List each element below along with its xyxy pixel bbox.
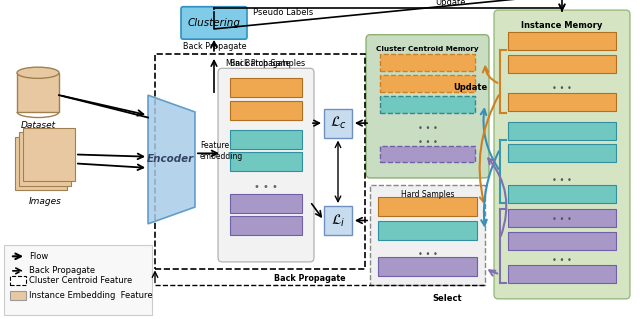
FancyBboxPatch shape <box>181 7 247 39</box>
Text: Feature
embedding: Feature embedding <box>200 141 243 161</box>
Text: • • •: • • • <box>417 124 437 133</box>
Text: • • •: • • • <box>552 215 572 224</box>
Text: • • •: • • • <box>254 182 278 192</box>
Text: • • •: • • • <box>552 256 572 265</box>
Bar <box>17 73 59 112</box>
Bar <box>19 132 71 186</box>
Bar <box>230 152 302 171</box>
Text: Update: Update <box>454 83 488 92</box>
Bar <box>508 122 616 140</box>
Text: Encoder: Encoder <box>147 154 194 164</box>
Bar <box>15 137 67 190</box>
Bar <box>508 93 616 111</box>
Bar <box>230 78 302 97</box>
Text: Instance Embedding  Feature: Instance Embedding Feature <box>29 291 152 300</box>
Text: Back Propagate: Back Propagate <box>230 59 290 68</box>
Bar <box>4 245 152 315</box>
Text: Clustering: Clustering <box>188 18 241 28</box>
Bar <box>380 54 475 70</box>
Bar <box>10 291 26 300</box>
Text: Pseudo Labels: Pseudo Labels <box>253 8 313 17</box>
Text: Back Propagate: Back Propagate <box>183 42 247 51</box>
Bar <box>378 197 477 216</box>
Text: Cluster Centroid Memory: Cluster Centroid Memory <box>376 46 479 52</box>
Bar <box>230 130 302 149</box>
Bar <box>10 277 26 286</box>
Ellipse shape <box>17 67 59 78</box>
Bar <box>508 265 616 283</box>
Bar <box>230 101 302 120</box>
Text: Back Propagate: Back Propagate <box>29 266 95 275</box>
Text: Hard Samples: Hard Samples <box>401 190 454 199</box>
Text: Update: Update <box>435 0 465 7</box>
Bar <box>508 55 616 73</box>
FancyBboxPatch shape <box>218 68 314 262</box>
Text: $\mathcal{L}_c$: $\mathcal{L}_c$ <box>330 115 346 131</box>
Bar <box>324 206 352 235</box>
Bar <box>23 128 75 181</box>
Text: Flow: Flow <box>29 252 48 261</box>
Bar <box>230 216 302 235</box>
Text: • • •: • • • <box>417 249 437 259</box>
Text: • • •: • • • <box>552 84 572 93</box>
FancyBboxPatch shape <box>494 10 630 299</box>
Bar <box>378 257 477 277</box>
Bar <box>378 220 477 240</box>
Text: Instance Memory: Instance Memory <box>522 21 603 30</box>
Bar <box>370 185 485 286</box>
Bar <box>508 185 616 203</box>
Text: Back Propagate: Back Propagate <box>274 274 346 283</box>
Text: $\mathcal{L}_i$: $\mathcal{L}_i$ <box>331 212 345 229</box>
Bar <box>155 54 365 269</box>
Bar <box>230 194 302 213</box>
Text: • • •: • • • <box>417 138 437 147</box>
Bar <box>380 96 475 113</box>
Text: Cluster Centroid Feature: Cluster Centroid Feature <box>29 277 132 286</box>
Text: Select: Select <box>433 294 462 303</box>
Bar <box>508 33 616 50</box>
Polygon shape <box>148 95 195 224</box>
FancyBboxPatch shape <box>366 35 489 178</box>
Bar <box>508 232 616 249</box>
Text: Mini Batch Samples: Mini Batch Samples <box>227 59 305 68</box>
Bar <box>508 145 616 162</box>
Text: Images: Images <box>29 197 61 206</box>
Text: Dataset: Dataset <box>20 121 56 130</box>
Text: • • •: • • • <box>552 176 572 185</box>
Bar <box>380 145 475 162</box>
Bar <box>508 209 616 227</box>
Bar <box>380 75 475 92</box>
Bar <box>324 108 352 138</box>
